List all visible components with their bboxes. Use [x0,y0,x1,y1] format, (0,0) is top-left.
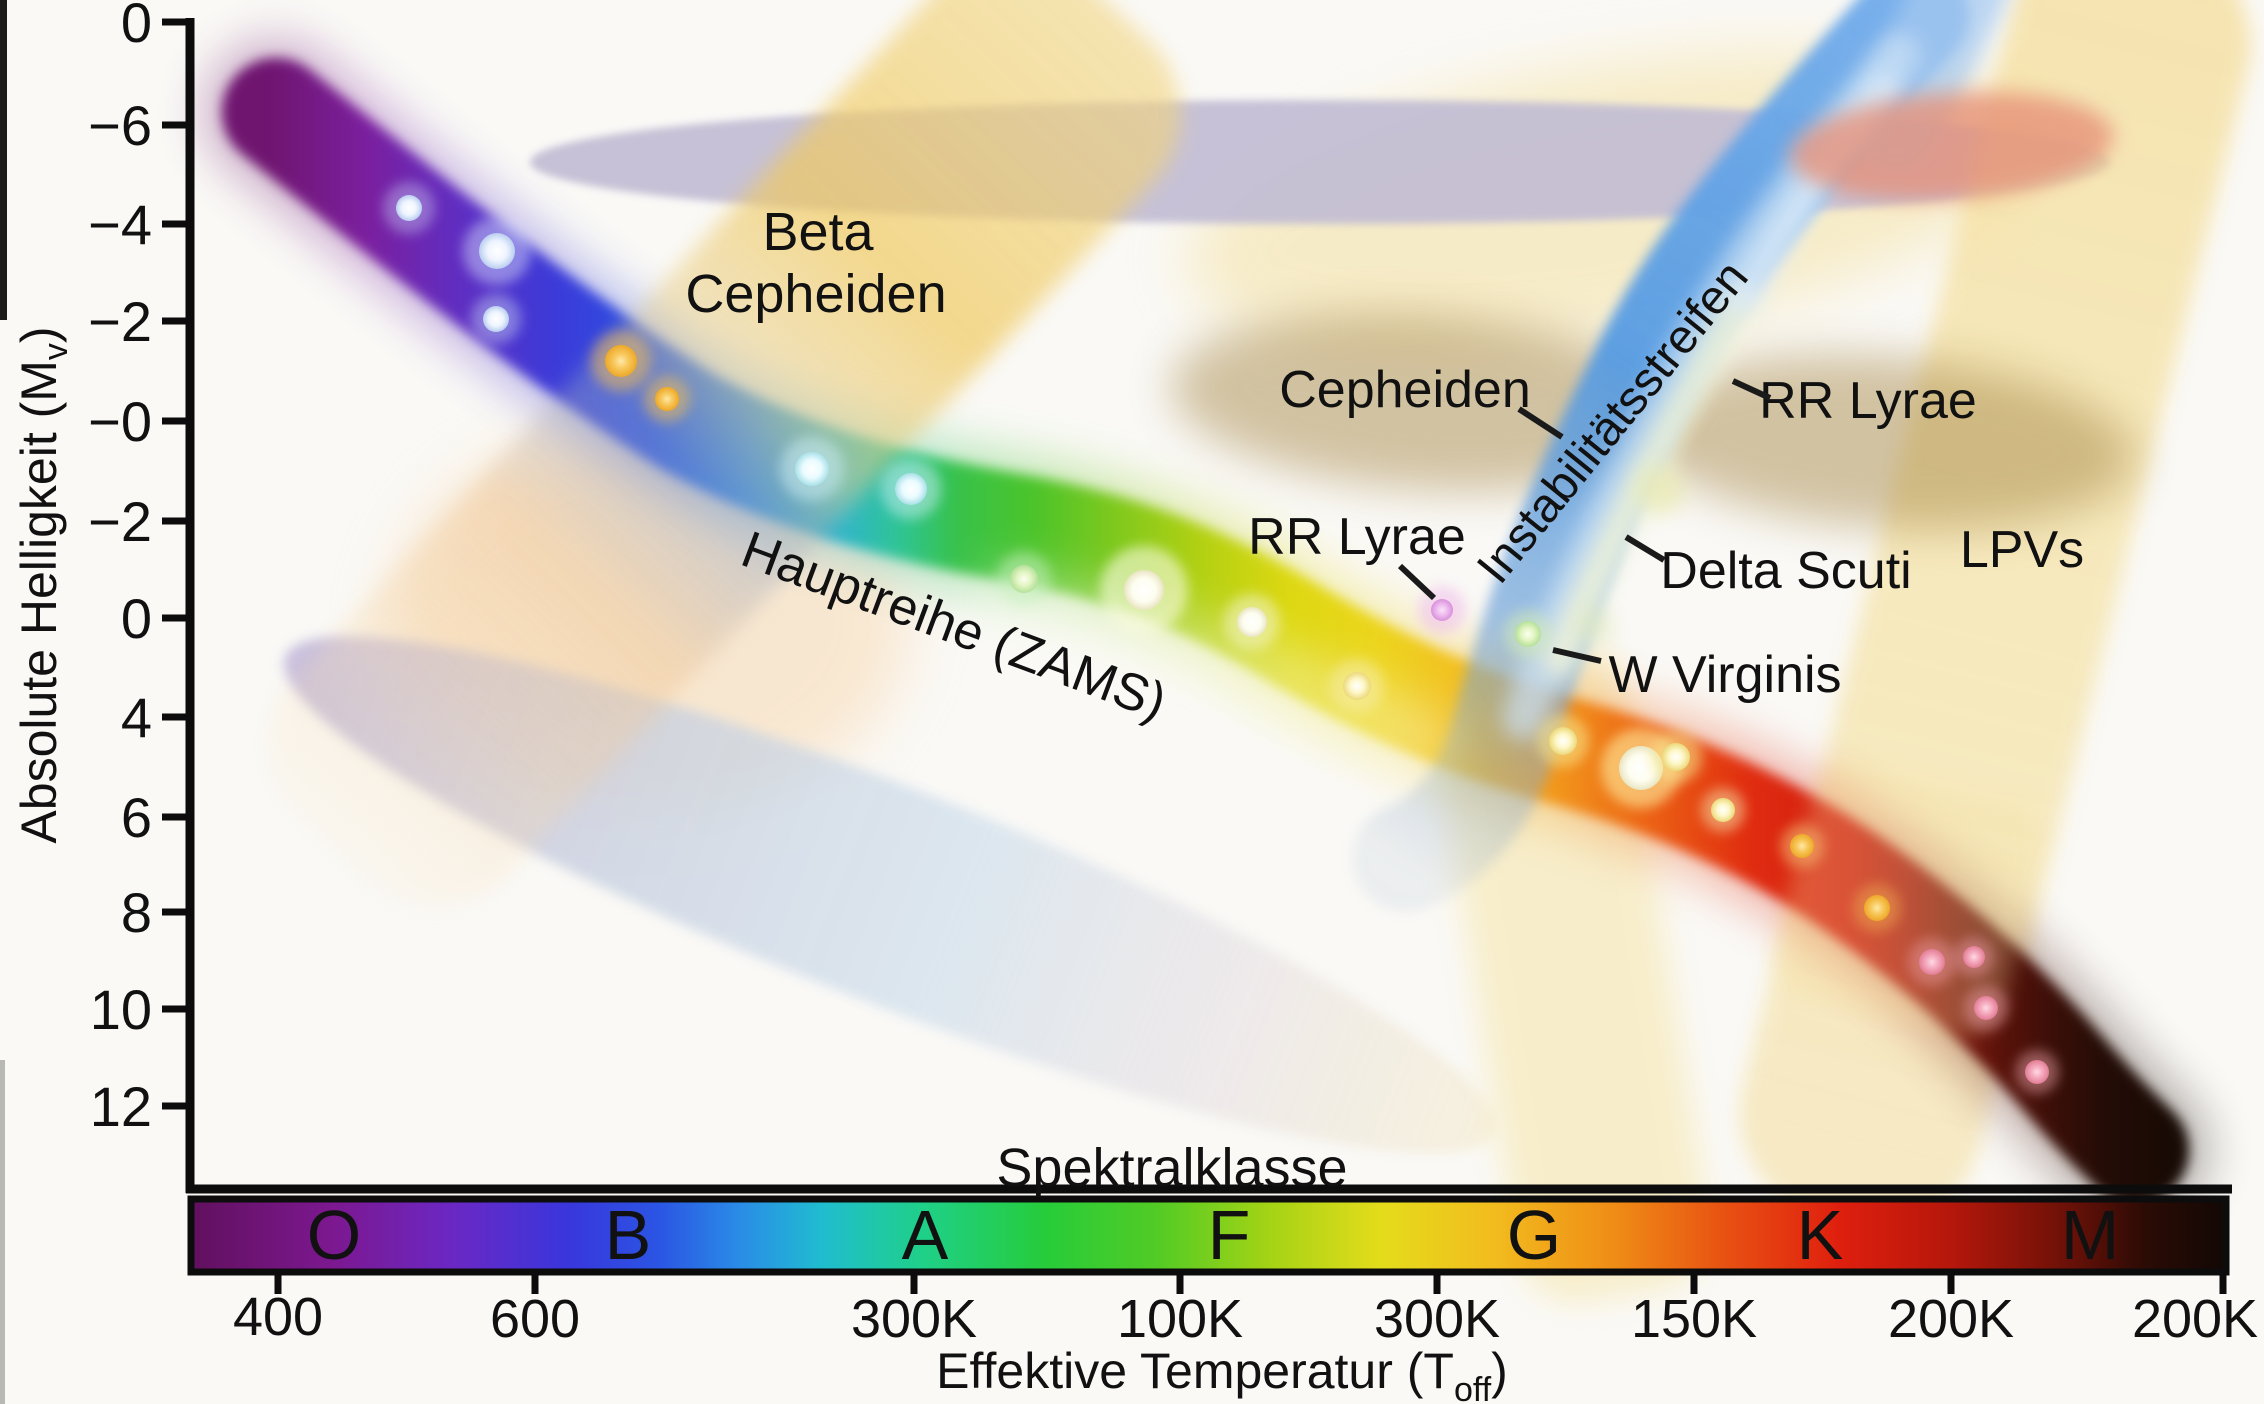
svg-text:W Virginis: W Virginis [1608,646,1841,704]
svg-text:12: 12 [90,1075,152,1138]
svg-text:RR Lyrae: RR Lyrae [1248,508,1466,566]
svg-text:F: F [1208,1196,1251,1274]
svg-text:−2: −2 [88,290,152,353]
svg-text:300K: 300K [1374,1289,1500,1349]
svg-text:−6: −6 [88,94,152,157]
svg-text:200K: 200K [2132,1289,2258,1349]
svg-text:Cepheiden: Cepheiden [685,264,946,324]
svg-text:M: M [2061,1196,2119,1274]
svg-text:Beta: Beta [762,202,874,262]
svg-text:B: B [605,1196,652,1274]
svg-text:Absolute Helligkeit (Mv): Absolute Helligkeit (Mv) [11,326,75,843]
svg-text:−2: −2 [88,490,152,553]
svg-text:100K: 100K [1117,1289,1243,1349]
svg-text:O: O [307,1196,361,1274]
svg-text:400: 400 [233,1287,323,1347]
svg-text:200K: 200K [1888,1289,2014,1349]
svg-text:−0: −0 [88,390,152,453]
svg-text:0: 0 [121,0,152,54]
svg-text:Effektive Temperatur (Toff): Effektive Temperatur (Toff) [936,1343,1508,1404]
svg-text:150K: 150K [1631,1289,1757,1349]
svg-text:Spektralklasse: Spektralklasse [996,1138,1347,1198]
svg-text:6: 6 [121,786,152,849]
svg-text:Cepheiden: Cepheiden [1279,361,1531,419]
svg-text:G: G [1507,1196,1561,1274]
svg-text:8: 8 [121,881,152,944]
svg-text:0: 0 [121,587,152,650]
svg-text:RR Lyrae: RR Lyrae [1759,372,1977,430]
svg-text:Delta Scuti: Delta Scuti [1660,542,1911,600]
svg-text:4: 4 [121,686,152,749]
svg-text:−4: −4 [88,193,152,256]
svg-text:K: K [1797,1196,1844,1274]
svg-text:LPVs: LPVs [1960,521,2084,579]
svg-text:10: 10 [90,978,152,1041]
svg-text:300K: 300K [851,1289,977,1349]
svg-text:600: 600 [490,1289,580,1349]
svg-text:A: A [902,1196,949,1274]
